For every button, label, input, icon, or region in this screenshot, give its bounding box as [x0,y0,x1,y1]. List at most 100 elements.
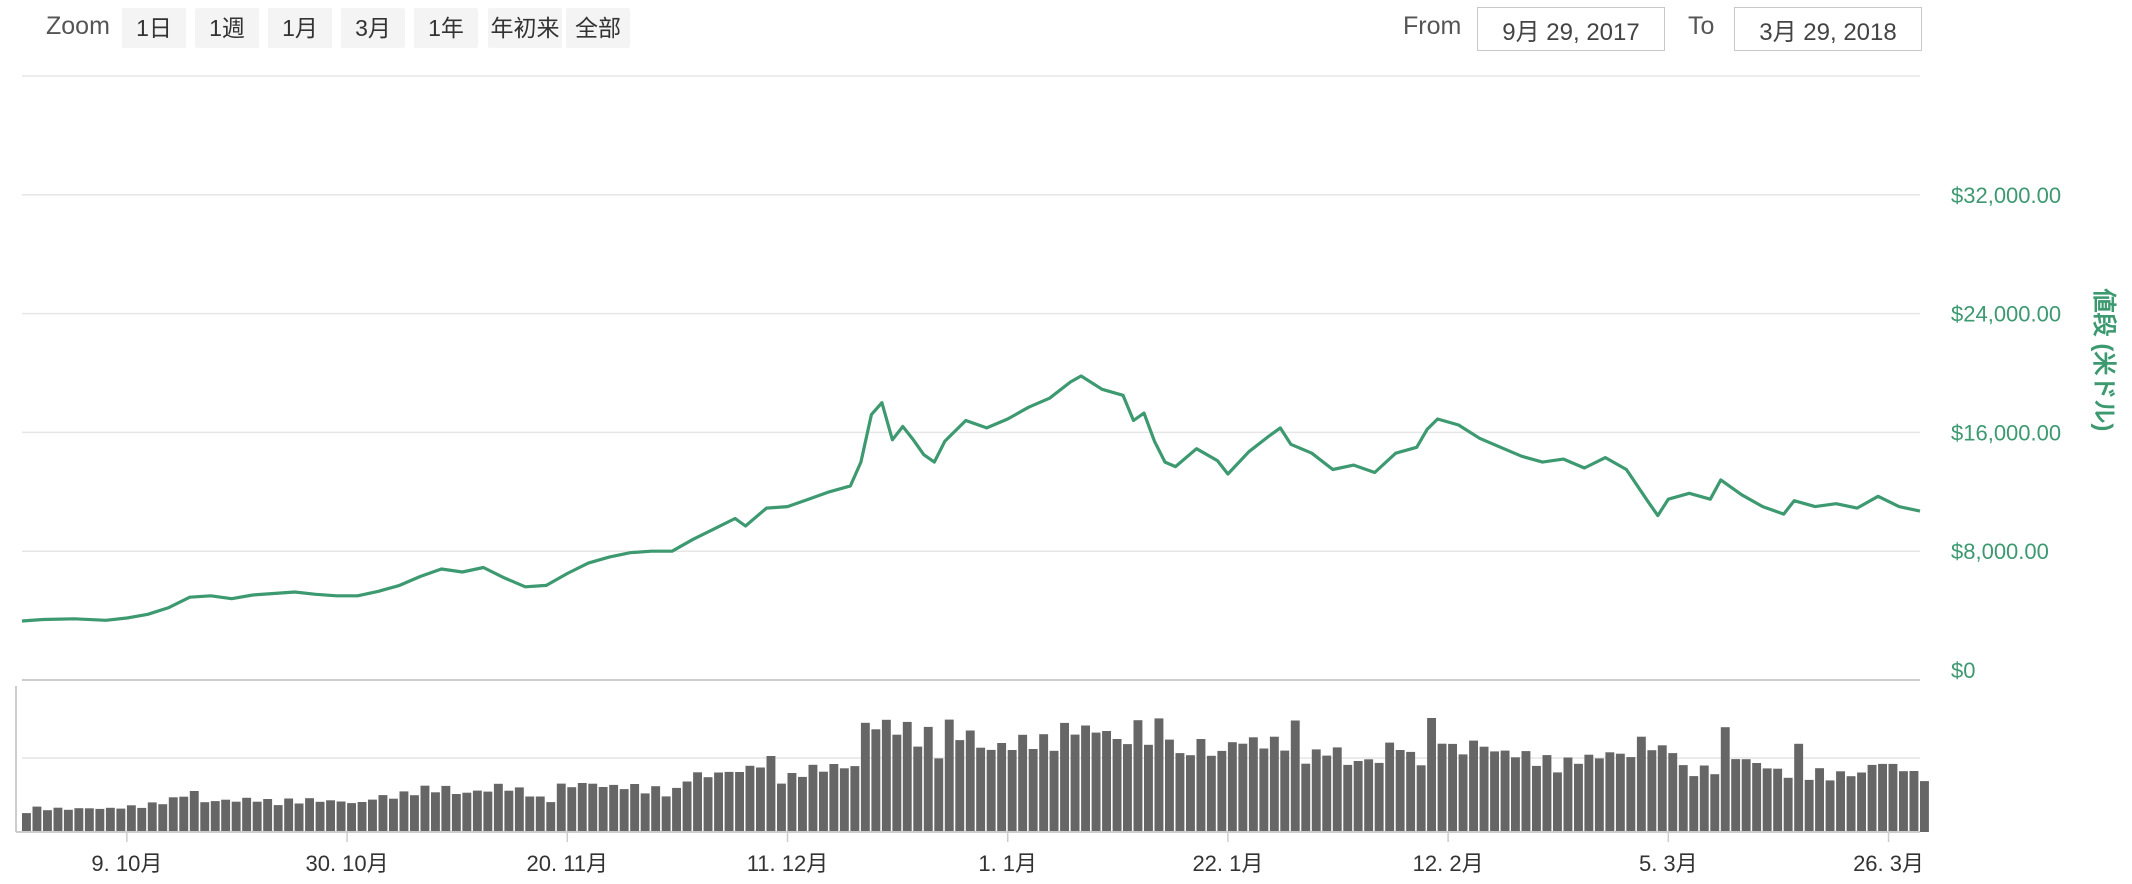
volume-bar [1521,751,1531,832]
volume-bar [1259,748,1269,832]
volume-bar [378,795,388,832]
zoom-1d-button[interactable]: 1日 [122,8,186,48]
volume-bar [74,808,84,832]
volume-bar [1699,765,1709,832]
volume-bar [546,802,556,832]
volume-bar [210,801,220,832]
volume-bar [661,796,671,832]
volume-bar [1081,725,1090,832]
volume-bar [1049,750,1059,832]
volume-bar [1846,776,1856,832]
volume-bar [651,786,661,832]
volume-bar [84,808,94,832]
volume-bar [682,781,692,832]
volume-bar [1594,758,1604,832]
to-date-input[interactable] [1734,7,1922,51]
volume-bar [1070,734,1080,832]
volume-bar [1553,772,1562,832]
x-tick-label: 5. 3月 [1639,851,1698,876]
volume-bar [756,767,765,832]
volume-bar [43,810,52,832]
volume-bar [1584,754,1594,832]
volume-bar [672,787,681,832]
volume-bar [451,794,461,832]
volume-bar [147,802,157,832]
volume-bar [630,784,640,832]
volume-bar [1469,740,1478,832]
price-line[interactable] [21,374,1921,623]
y-tick-label: $32,000.00 [1951,183,2061,208]
volume-bar [32,806,42,832]
volume-bar [357,802,367,832]
volume-bar [1133,720,1143,832]
volume-bar [1710,774,1720,832]
volume-bar [1762,768,1772,832]
volume-bar [693,772,702,832]
volume-bar [997,743,1007,832]
volume-bar [179,796,189,832]
volume-bar [1280,750,1290,832]
volume-bar [819,771,828,832]
volume-bar [189,791,199,832]
volume-bar [137,807,147,832]
volume-bar [745,765,755,832]
x-tick-label: 20. 11月 [527,851,609,876]
zoom-1y-button[interactable]: 1年 [414,8,478,48]
volume-bar [1542,755,1552,832]
y-axis-title: 値段 (米ドル) [2090,288,2118,432]
x-tick-label: 11. 12月 [747,851,829,876]
volume-bar [839,768,849,832]
volume-bar [1500,750,1510,832]
volume-bar [1395,750,1405,832]
x-tick-label: 30. 10月 [305,851,388,876]
volume-bar [1248,737,1258,832]
volume-bar [1752,763,1762,832]
volume-bar [368,799,377,832]
x-tick-label: 1. 1月 [978,851,1037,876]
price-series [21,374,1921,623]
volume-bar [1039,734,1049,832]
volume-bar [1857,772,1866,832]
grid-lines [22,75,1920,552]
volume-bar [1720,727,1730,832]
zoom-all-button[interactable]: 全部 [566,8,630,48]
from-date-input[interactable] [1477,7,1665,51]
volume-bar [892,734,902,832]
zoom-1m-button[interactable]: 1月 [268,8,332,48]
volume-bar [1290,720,1300,832]
zoom-1w-button[interactable]: 1週 [195,8,259,48]
y-tick-label: $24,000.00 [1951,302,2061,327]
volume-bar [1878,763,1887,832]
volume-bar [1007,750,1017,832]
volume-bar [242,797,252,832]
volume-bar [1437,743,1447,832]
volume-bar [1783,777,1793,832]
volume-bar [703,777,713,832]
volume-bar [116,808,126,832]
volume-bar [1458,754,1468,832]
volume-bar [1060,722,1069,832]
volume-bar [955,740,965,832]
zoom-3m-button[interactable]: 3月 [341,8,405,48]
volume-bar [1144,744,1153,832]
volume-bar [871,729,881,832]
volume-bar [1647,750,1657,832]
volume-bar [1731,759,1741,832]
volume-bar [158,804,168,832]
volume-bar [1301,763,1311,832]
volume-bar [273,805,283,832]
volume-bar [1825,780,1835,832]
volume-bar [567,787,577,832]
volume-bar [1332,747,1342,832]
volume-bar [965,730,975,832]
volume-bar [1909,771,1919,832]
volume-bar [1605,752,1615,832]
zoom-ytd-button[interactable]: 年初来 [488,8,562,48]
volume-bar [1479,746,1489,832]
volume-bar [200,802,210,832]
volume-bar [504,790,514,832]
volume-bar [1385,742,1395,832]
volume-bar [263,799,273,832]
to-label: To [1688,12,1715,40]
